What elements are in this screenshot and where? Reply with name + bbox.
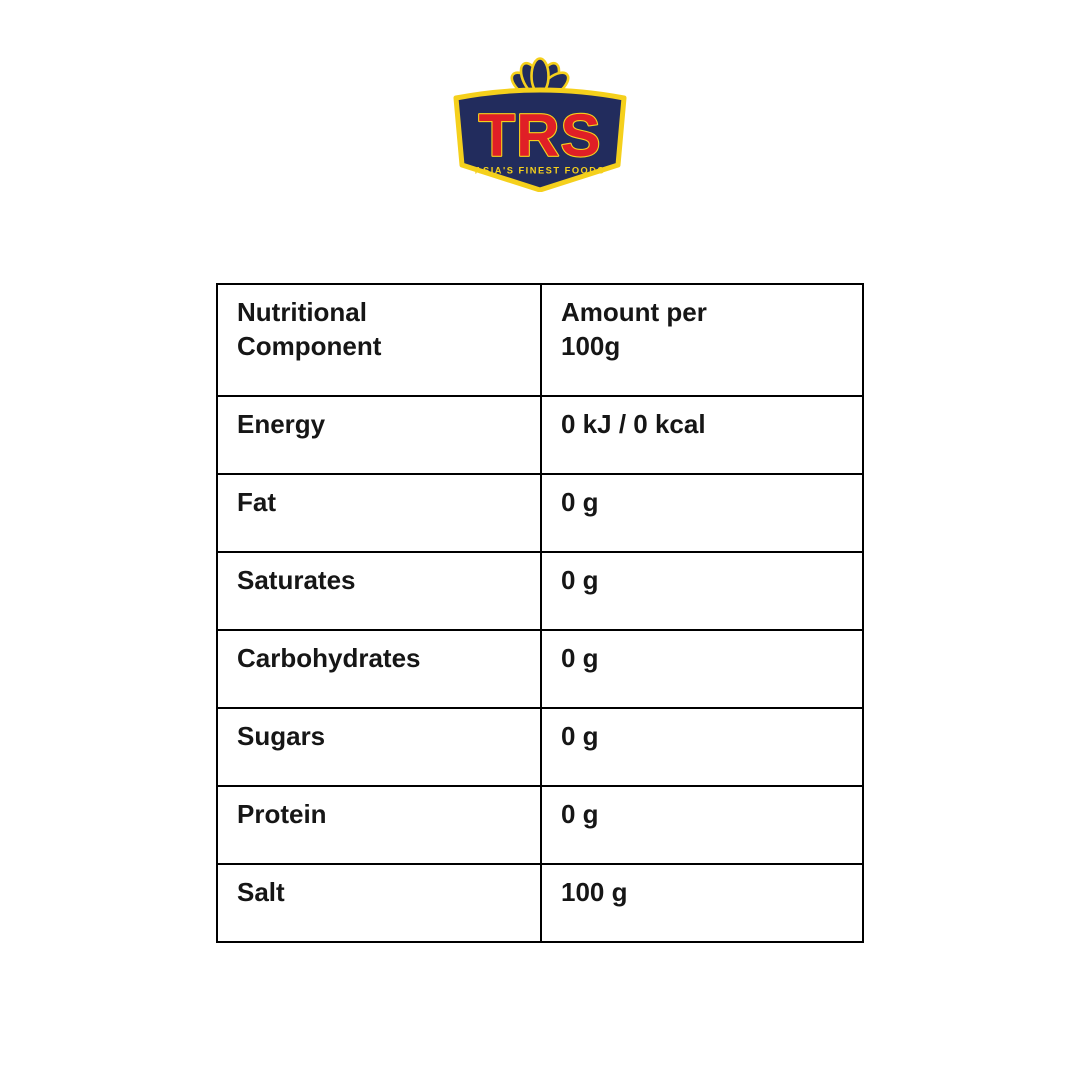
component-cell: Saturates: [216, 551, 542, 631]
header-amount-per-100g: Amount per 100g: [540, 283, 864, 397]
amount-cell: 0 kJ / 0 kcal: [540, 395, 864, 475]
amount-cell: 0 g: [540, 785, 864, 865]
table-row-energy: Energy 0 kJ / 0 kcal: [216, 395, 864, 475]
logo-tagline: ASIA'S FINEST FOODS: [475, 166, 605, 176]
header-nutritional-component: Nutritional Component: [216, 283, 542, 397]
table-row-protein: Protein 0 g: [216, 785, 864, 865]
table-body: Energy 0 kJ / 0 kcal Fat 0 g Saturates 0…: [216, 395, 864, 943]
component-cell: Energy: [216, 395, 542, 475]
amount-cell: 0 g: [540, 707, 864, 787]
header-label: Amount per 100g: [561, 297, 707, 361]
header-label: Nutritional Component: [237, 297, 382, 361]
component-cell: Fat: [216, 473, 542, 553]
amount-cell: 0 g: [540, 473, 864, 553]
logo-monogram: TRS: [479, 102, 602, 169]
table-row-fat: Fat 0 g: [216, 473, 864, 553]
nutrition-table: Nutritional Component Amount per 100g En…: [216, 283, 864, 943]
table-row-salt: Salt 100 g: [216, 863, 864, 943]
amount-cell: 100 g: [540, 863, 864, 943]
component-cell: Sugars: [216, 707, 542, 787]
table-row-sugars: Sugars 0 g: [216, 707, 864, 787]
table-row-saturates: Saturates 0 g: [216, 551, 864, 631]
header-row: Nutritional Component Amount per 100g: [216, 283, 864, 397]
amount-cell: 0 g: [540, 551, 864, 631]
component-cell: Salt: [216, 863, 542, 943]
table-header: Nutritional Component Amount per 100g: [216, 283, 864, 397]
component-cell: Carbohydrates: [216, 629, 542, 709]
component-cell: Protein: [216, 785, 542, 865]
shield-shape: [453, 87, 627, 192]
table-row-carbohydrates: Carbohydrates 0 g: [216, 629, 864, 709]
amount-cell: 0 g: [540, 629, 864, 709]
trs-logo: TRS ASIA'S FINEST FOODS: [453, 57, 627, 192]
